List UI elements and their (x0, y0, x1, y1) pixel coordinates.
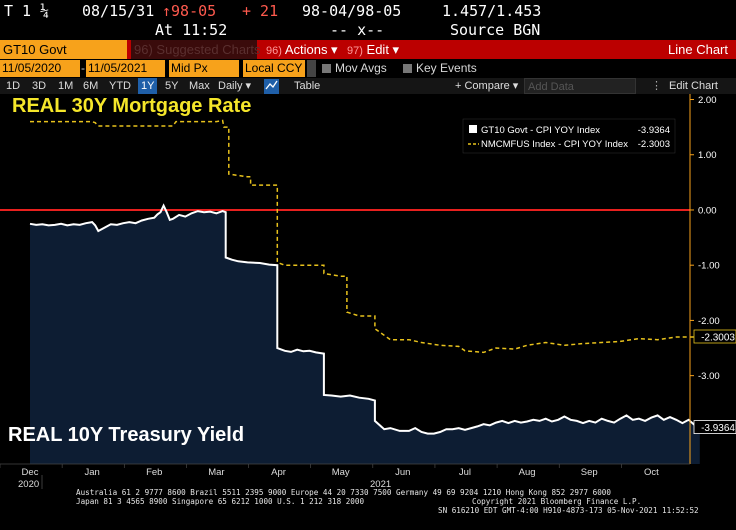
suggested-charts-button[interactable]: 96) Suggested Charts (131, 40, 261, 59)
date-separator: - (81, 61, 85, 75)
y-tick-label: 1.00 (698, 150, 717, 161)
line-chart-glyph (265, 80, 278, 90)
suggested-charts-label: Suggested Charts (156, 42, 261, 57)
x-tick-label: Feb (146, 467, 162, 478)
y-tick-label: -2.00 (698, 316, 720, 327)
mov-avgs-label: Mov Avgs (335, 61, 387, 75)
footer-copyright: Copyright 2021 Bloomberg Finance L.P. (472, 497, 642, 506)
range-toolbar: 1D 3D 1M 6M YTD 1Y 5Y Max Daily ▾ Table … (0, 78, 736, 95)
start-date-field[interactable]: 11/05/2020 (0, 60, 80, 77)
x-tick-label: Jan (84, 467, 99, 478)
key-events-label: Key Events (416, 61, 477, 75)
x-tick-label: Mar (208, 467, 224, 478)
suggested-charts-num: 96) (134, 42, 153, 57)
series-area-gt10 (30, 205, 700, 464)
mov-avgs-toggle[interactable]: Mov Avgs (322, 60, 387, 77)
last-value-badge-nmcmfus: -2.3003 (693, 329, 736, 344)
legend-box (462, 118, 676, 154)
range-1m[interactable]: 1M (58, 80, 74, 92)
last-value-nmcmfus: -2.3003 (701, 333, 735, 344)
y-tick-label: 0.00 (698, 205, 717, 216)
x-tick-label: Dec (22, 467, 39, 478)
actions-menu[interactable]: 96) Actions ▾ (262, 40, 338, 59)
compare-button[interactable]: + Compare ▾ (455, 80, 519, 92)
last-value-box-nmcmfus (693, 329, 736, 344)
edit-menu[interactable]: 97) Edit ▾ (343, 40, 399, 59)
range-max[interactable]: Max (189, 80, 210, 92)
ticker-header: T 1 ¼ 08/15/31 ↑98-05 + 21 98-04/98-05 1… (0, 0, 736, 40)
legend: GT10 Govt - CPI YOY Index -3.9364 NMCMFU… (462, 118, 676, 154)
ticker-source: Source BGN (450, 21, 541, 39)
series-line-gt10 (29, 203, 701, 435)
actions-num: 96) (266, 45, 282, 57)
x-tick-label: May (332, 467, 350, 478)
x-tick-label: Sep (581, 467, 598, 478)
price-field-select[interactable]: Mid Px (169, 60, 239, 77)
annotation-treasury-yield: REAL 10Y Treasury Yield (8, 424, 244, 446)
ticker-change: + 21 (242, 2, 279, 20)
legend-label-gt10: GT10 Govt - CPI YOY Index (481, 125, 600, 136)
edit-label: Edit ▾ (366, 42, 400, 57)
ticker-bid-ask: 98-04/98-05 (302, 2, 402, 20)
key-events-toggle[interactable]: Key Events (403, 60, 477, 77)
range-6m[interactable]: 6M (83, 80, 99, 92)
edit-num: 97) (347, 45, 363, 57)
range-1y[interactable]: 1Y (138, 78, 158, 94)
ticker-yields: 1.457/1.453 (442, 2, 542, 20)
function-toolbar: GT10 Govt 96) Suggested Charts 96) Actio… (0, 40, 736, 59)
settings-icon[interactable]: ⋮ (651, 80, 662, 92)
range-3d[interactable]: 3D (32, 80, 47, 92)
add-data-input[interactable]: Add Data (524, 78, 636, 94)
legend-label-nmcmfus: NMCMFUS Index - CPI YOY Index (481, 139, 628, 150)
ticker-code: T 1 ¼ (4, 2, 50, 20)
legend-value-nmcmfus: -2.3003 (638, 139, 670, 150)
year-label-2020: 2020 (18, 479, 39, 489)
currency-dropdown[interactable] (307, 60, 316, 77)
x-tick-label: Jul (459, 467, 471, 478)
x-tick-label: Apr (271, 467, 286, 478)
footer-session: SN 616210 EDT GMT-4:00 H910-4873-173 05-… (438, 506, 699, 515)
x-tick-label: Oct (644, 467, 659, 478)
table-button[interactable]: Table (294, 80, 321, 92)
y-tick-label: 2.00 (698, 95, 717, 106)
last-value-badge-gt10: -3.9364 (693, 420, 736, 435)
x-tick-label: Aug (519, 467, 536, 478)
y-axis-ticks: 2.00 1.00 0.00 -1.00 -2.00 -3.00 (690, 95, 720, 382)
ticker-price: ↑98-05 (162, 2, 217, 20)
x-tick-label: Jun (395, 467, 410, 478)
checkbox-icon (322, 64, 331, 73)
legend-swatch-gt10 (469, 125, 477, 133)
y-tick-label: -3.00 (698, 371, 720, 382)
footer-phones-2: Japan 81 3 4565 8900 Singapore 65 6212 1… (76, 497, 365, 506)
y-tick-label: -1.00 (698, 261, 720, 272)
currency-select[interactable]: Local CCY (243, 60, 305, 77)
plot-layer (0, 119, 701, 464)
ticker-time: At 11:52 (155, 21, 228, 39)
year-label-2021: 2021 (370, 479, 391, 489)
footer-phones-1: Australia 61 2 9777 8600 Brazil 5511 239… (76, 488, 611, 497)
last-value-gt10: -3.9364 (701, 423, 735, 434)
edit-chart-button[interactable]: Edit Chart (669, 80, 718, 92)
frequency-select[interactable]: Daily ▾ (218, 80, 252, 92)
last-value-box-gt10 (693, 420, 736, 435)
chart-type-title: Line Chart (668, 42, 728, 57)
ticker-maturity: 08/15/31 (82, 2, 155, 20)
security-field[interactable]: GT10 Govt (0, 40, 127, 59)
series-line-nmcmfus (30, 119, 700, 354)
range-1d[interactable]: 1D (6, 80, 21, 92)
range-ytd[interactable]: YTD (109, 80, 131, 92)
options-toolbar: 11/05/2020 - 11/05/2021 Mid Px Local CCY… (0, 60, 736, 77)
bloomberg-footer: Australia 61 2 9777 8600 Brazil 5511 239… (0, 488, 736, 530)
line-chart: 2.00 1.00 0.00 -1.00 -2.00 -3.00 Dec Jan Feb Mar… (0, 94, 736, 489)
annotation-mortgage-rate: REAL 30Y Mortgage Rate (12, 95, 251, 117)
legend-value-gt10: -3.9364 (638, 125, 670, 136)
line-chart-icon[interactable] (264, 79, 279, 95)
ticker-dashes: -- x-- (330, 21, 385, 39)
range-5y[interactable]: 5Y (165, 80, 179, 92)
end-date-field[interactable]: 11/05/2021 (86, 60, 165, 77)
checkbox-icon (403, 64, 412, 73)
x-axis-labels: Dec Jan Feb Mar Apr May Jun Jul Aug Sep Oct (0, 464, 659, 478)
actions-label: Actions ▾ (284, 42, 338, 57)
